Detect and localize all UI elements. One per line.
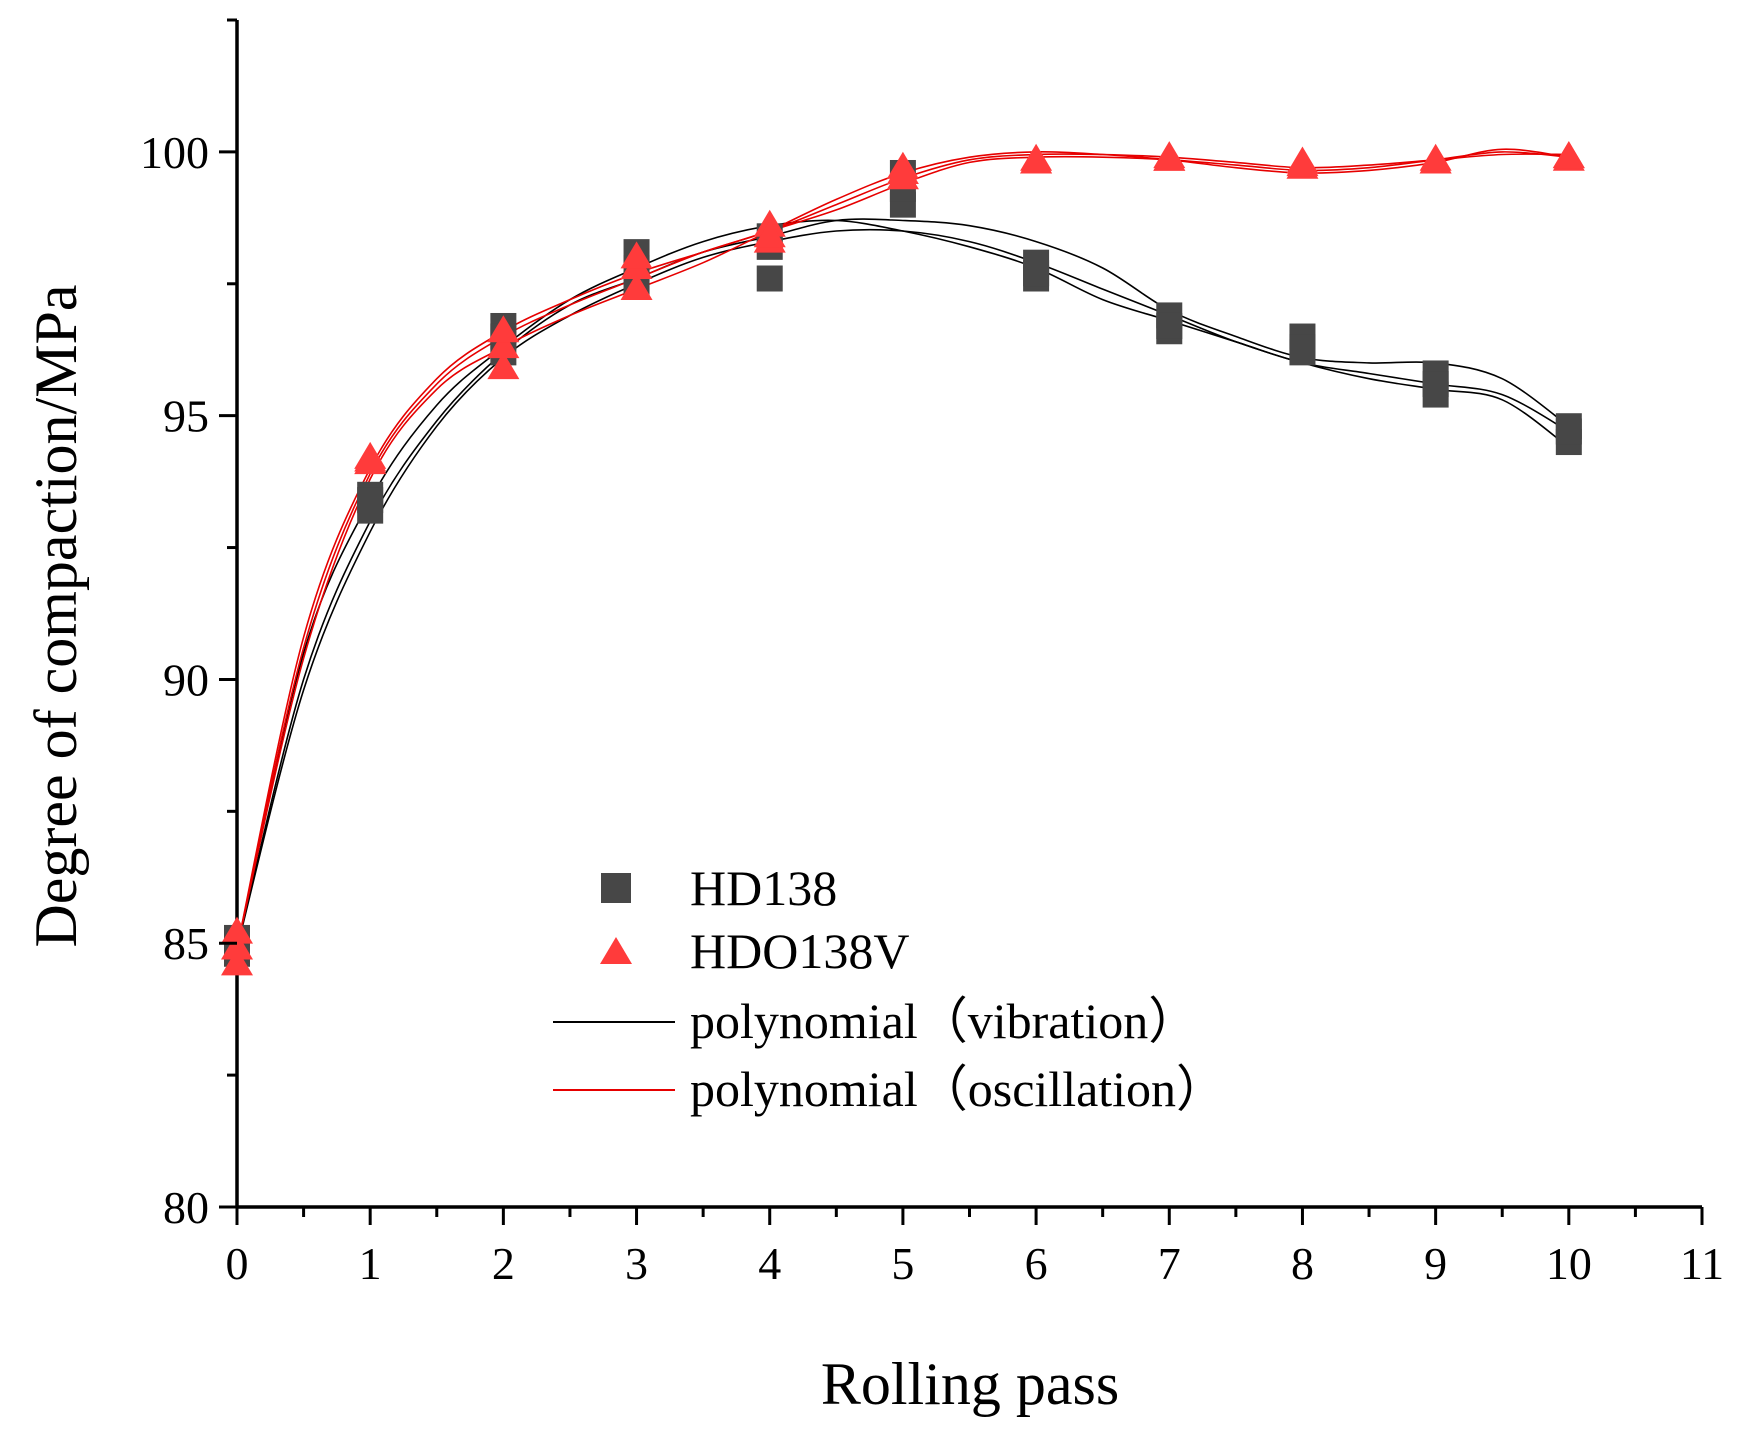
x-tick-label: 8 (1291, 1238, 1314, 1289)
fit-curve-oscillation-1 (237, 151, 1569, 949)
point-hdo138v (1286, 149, 1319, 177)
x-tick-label: 0 (226, 1238, 249, 1289)
x-tick-label: 10 (1546, 1238, 1592, 1289)
legend-label-hd138: HD138 (690, 860, 837, 916)
x-axis-ticks: 0 1 2 3 4 5 6 7 8 9 10 11 (226, 1207, 1724, 1289)
point-hd138 (756, 265, 783, 292)
y-axis-ticks: 80 85 90 95 100 (140, 18, 237, 1233)
fit-curve-vibration-1 (237, 219, 1570, 949)
legend: HD138 HDO138V polynomial（vibration） poly… (553, 860, 1226, 1117)
fit-curve-oscillation-2 (237, 153, 1569, 949)
point-hdo138v (221, 932, 253, 960)
x-tick-label: 1 (359, 1238, 382, 1289)
y-tick-label: 80 (163, 1182, 209, 1233)
point-hdo138v (620, 241, 653, 269)
point-hd138 (1289, 334, 1316, 361)
point-hdo138v (487, 315, 520, 343)
fit-curve-vibration-2 (237, 218, 1570, 949)
x-tick-label: 11 (1680, 1238, 1724, 1289)
fit-curves (237, 148, 1570, 949)
y-axis-title: Degree of compaction/MPa (23, 284, 89, 947)
point-hdo138v (1552, 141, 1585, 169)
legend-marker-hd138 (601, 873, 631, 903)
y-tick-label: 85 (163, 918, 209, 969)
legend-label-oscillation: polynomial（oscillation） (690, 1061, 1226, 1117)
x-axis-title: Rolling pass (821, 1351, 1119, 1417)
point-hdo138v (487, 352, 520, 380)
point-hd138 (1422, 371, 1449, 398)
point-hdo138v (487, 331, 520, 359)
point-hd138 (1023, 260, 1050, 287)
point-hd138 (1555, 418, 1582, 445)
legend-label-vibration: polynomial（vibration） (690, 993, 1198, 1049)
point-hdo138v (753, 220, 786, 248)
point-hdo138v (1419, 146, 1452, 174)
point-hd138 (357, 487, 384, 514)
x-tick-label: 5 (891, 1238, 914, 1289)
point-hdo138v (354, 444, 387, 472)
legend-label-hdo138v: HDO138V (690, 923, 909, 979)
y-tick-label: 90 (163, 654, 209, 705)
point-hdo138v (620, 273, 653, 301)
point-hdo138v (886, 156, 919, 184)
x-tick-label: 9 (1424, 1238, 1447, 1289)
point-hdo138v (221, 948, 253, 976)
y-tick-label: 100 (140, 127, 209, 178)
x-tick-label: 3 (625, 1238, 648, 1289)
x-tick-label: 4 (758, 1238, 781, 1289)
point-hdo138v (1153, 143, 1186, 171)
y-tick-label: 95 (163, 391, 209, 442)
point-hdo138v (1020, 146, 1053, 174)
fit-curve-oscillation-3 (237, 148, 1569, 949)
data-points (221, 141, 1585, 976)
x-tick-label: 2 (492, 1238, 515, 1289)
point-hdo138v (221, 916, 253, 944)
point-hd138 (1156, 312, 1183, 339)
legend-marker-hdo138v (600, 937, 632, 964)
x-tick-label: 6 (1025, 1238, 1048, 1289)
x-tick-label: 7 (1158, 1238, 1181, 1289)
fit-curve-vibration-3 (237, 228, 1570, 949)
